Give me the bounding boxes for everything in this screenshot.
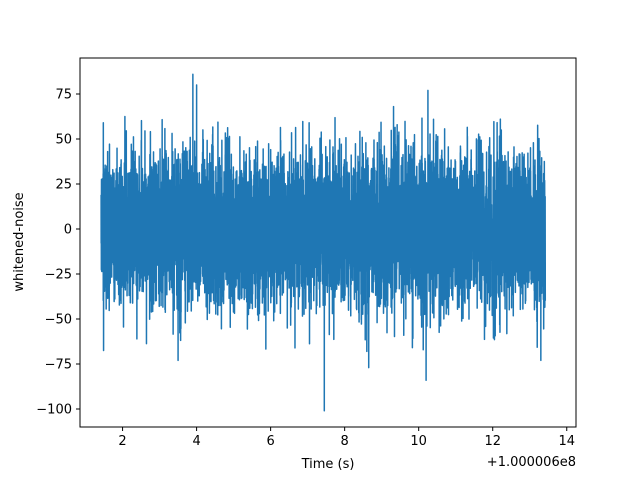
x-tick-label: 8 <box>341 434 349 449</box>
y-tick-label: −100 <box>36 403 72 418</box>
series-line <box>100 73 547 412</box>
x-tick-label: 2 <box>118 434 126 449</box>
y-tick-label: 50 <box>55 133 72 148</box>
x-tick-label: 12 <box>484 434 501 449</box>
series-layer <box>100 73 547 412</box>
y-axis-label: whitened-noise <box>12 192 27 291</box>
x-tick-label: 10 <box>410 434 427 449</box>
y-tick-label: −50 <box>45 313 72 328</box>
plot-area-frame <box>79 57 577 428</box>
y-axis-ticks: 75 50 25 0 −25 −50 −75 −100 <box>36 88 80 418</box>
y-tick-label: −75 <box>45 358 72 373</box>
y-tick-label: 25 <box>55 178 72 193</box>
y-tick-label: −25 <box>45 268 72 283</box>
y-tick-label: 0 <box>64 223 72 238</box>
y-tick-label: 75 <box>55 88 72 103</box>
x-tick-label: 14 <box>558 434 575 449</box>
x-axis-offset-label: +1.000006e8 <box>487 455 576 470</box>
x-tick-label: 6 <box>266 434 274 449</box>
x-axis-label: Time (s) <box>301 457 355 472</box>
x-tick-label: 4 <box>192 434 200 449</box>
x-axis-ticks: 2 4 6 8 10 12 14 <box>118 427 575 449</box>
